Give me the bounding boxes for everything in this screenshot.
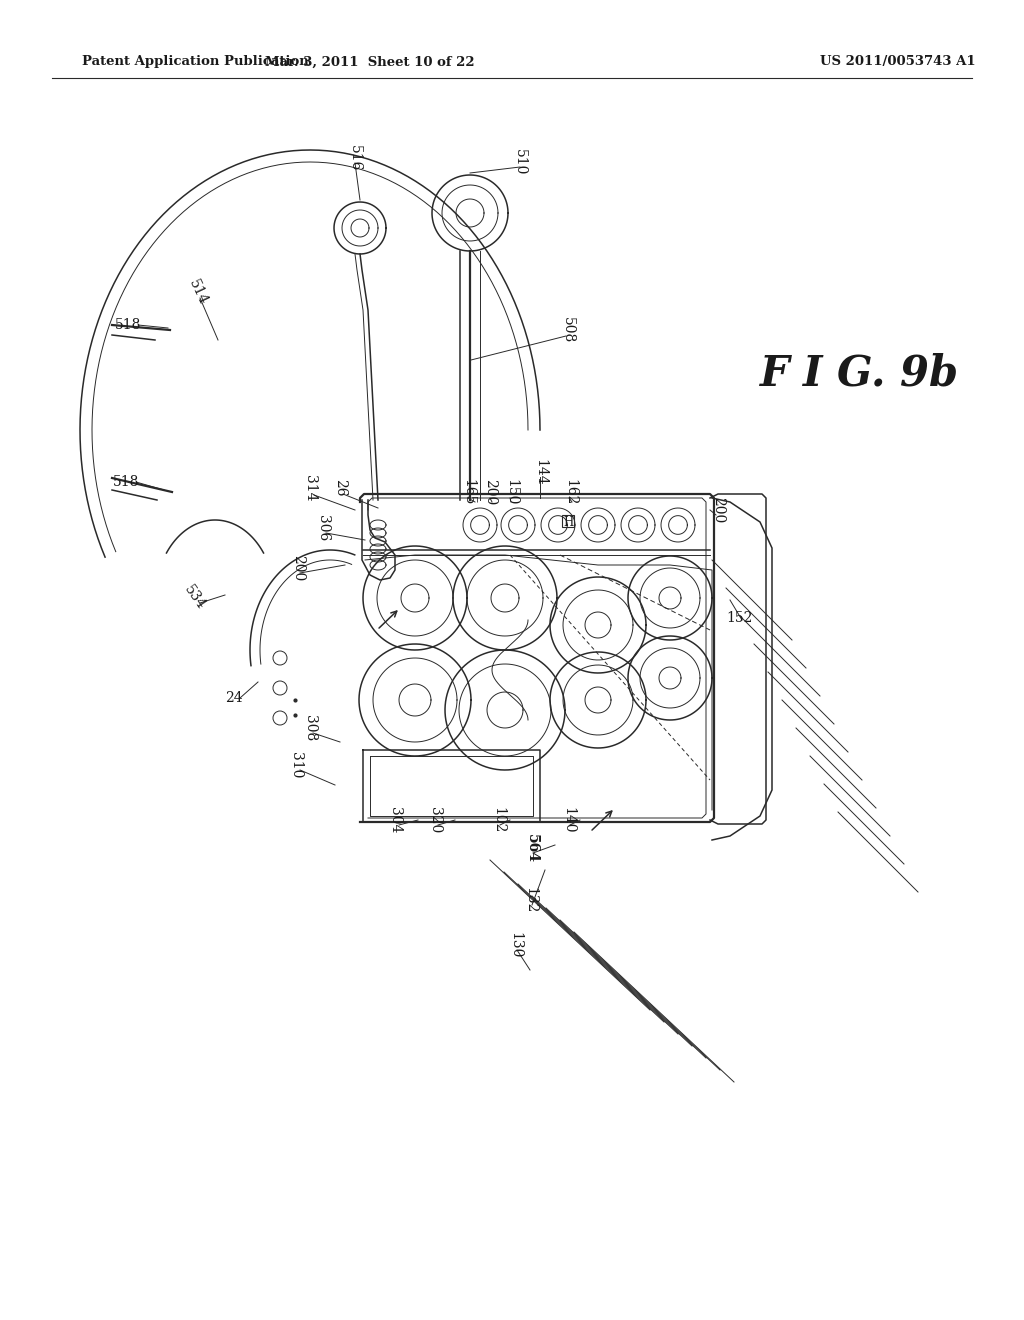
Text: 150: 150 xyxy=(504,479,518,506)
Text: 306: 306 xyxy=(316,515,330,541)
Text: F I G. 9b: F I G. 9b xyxy=(760,352,959,393)
Text: 24: 24 xyxy=(225,690,243,705)
Text: 320: 320 xyxy=(428,807,442,833)
Text: 26: 26 xyxy=(333,479,347,496)
Text: 508: 508 xyxy=(561,317,575,343)
Text: 162: 162 xyxy=(563,479,577,506)
Text: 310: 310 xyxy=(289,752,303,779)
Text: 518: 518 xyxy=(113,475,139,488)
Text: 564: 564 xyxy=(525,833,539,862)
Text: US 2011/0053743 A1: US 2011/0053743 A1 xyxy=(820,55,976,69)
Text: 165: 165 xyxy=(461,479,475,506)
Text: 200: 200 xyxy=(291,554,305,581)
Text: 102: 102 xyxy=(490,807,505,833)
Text: 314: 314 xyxy=(303,475,317,502)
Text: 516: 516 xyxy=(348,145,362,172)
Text: Mar. 3, 2011  Sheet 10 of 22: Mar. 3, 2011 Sheet 10 of 22 xyxy=(265,55,475,69)
Text: 510: 510 xyxy=(513,149,527,176)
Text: 152: 152 xyxy=(727,611,754,624)
Text: 144: 144 xyxy=(534,458,547,486)
Text: 304: 304 xyxy=(388,807,402,833)
Text: 200: 200 xyxy=(711,496,725,523)
Text: 308: 308 xyxy=(303,715,317,741)
Text: 514: 514 xyxy=(186,277,210,308)
Text: 140: 140 xyxy=(561,807,575,833)
Text: 132: 132 xyxy=(523,887,537,913)
Text: 200: 200 xyxy=(483,479,497,506)
Text: 534: 534 xyxy=(181,583,208,612)
Text: H: H xyxy=(563,516,573,528)
Text: 518: 518 xyxy=(115,318,141,333)
Text: Patent Application Publication: Patent Application Publication xyxy=(82,55,309,69)
Text: 130: 130 xyxy=(508,932,522,958)
